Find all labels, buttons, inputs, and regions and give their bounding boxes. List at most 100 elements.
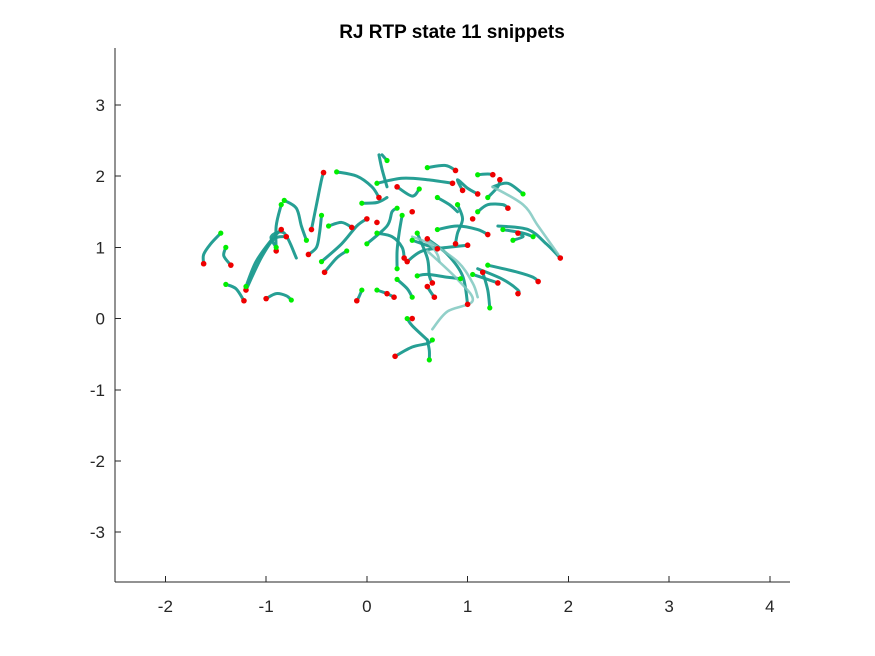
start-point-marker: [414, 273, 420, 279]
start-point-marker: [281, 197, 287, 203]
start-point-marker: [434, 226, 440, 233]
y-tick-label: 0: [96, 310, 105, 329]
y-axis-ticks: 3 2 1 0 -1 -2 -3: [90, 96, 121, 542]
start-point-marker: [409, 294, 415, 300]
end-point-marker: [348, 224, 355, 231]
y-tick-label: -1: [90, 381, 105, 400]
end-point-marker: [394, 184, 400, 190]
start-point-marker: [500, 226, 506, 233]
series-line: [320, 217, 369, 264]
end-point-marker: [200, 260, 207, 267]
series-line: [425, 163, 458, 172]
end-point-marker: [376, 194, 382, 201]
end-point-marker: [464, 242, 471, 249]
end-point-marker: [464, 301, 471, 308]
series-line: [425, 338, 431, 362]
x-tick-label: 2: [564, 597, 573, 616]
series-line: [415, 231, 434, 285]
end-point-marker: [374, 219, 380, 226]
series-line: [410, 235, 441, 263]
start-point-marker: [374, 180, 380, 186]
axes: -2 -1 0 1 2 3 4 3 2 1 0 -1 -2 -3: [90, 48, 790, 616]
end-point-marker: [320, 169, 327, 176]
series-line: [496, 224, 562, 260]
series-line: [282, 198, 308, 242]
end-point-marker: [384, 290, 390, 297]
start-point-marker: [454, 202, 461, 208]
start-point-marker: [475, 209, 481, 215]
start-point-marker: [409, 237, 415, 243]
series-line: [476, 202, 510, 214]
plot-area: [200, 153, 564, 363]
start-point-marker: [404, 315, 410, 322]
end-point-marker: [452, 167, 459, 174]
start-point-marker: [434, 194, 440, 201]
series-line: [395, 185, 421, 198]
series-line: [360, 196, 389, 205]
series-layer: [201, 153, 562, 362]
series-line: [491, 185, 560, 256]
start-point-marker: [530, 234, 536, 240]
series-line: [222, 245, 233, 267]
series-line: [224, 282, 246, 303]
series-line: [481, 270, 492, 310]
start-point-marker: [318, 212, 325, 218]
series-line: [491, 181, 525, 196]
start-point-marker: [416, 186, 422, 192]
start-point-marker: [394, 266, 400, 272]
start-point-marker: [218, 230, 224, 236]
end-point-marker: [424, 283, 431, 290]
end-point-marker: [424, 236, 431, 242]
end-point-marker: [469, 216, 476, 222]
end-point-marker: [434, 245, 441, 252]
start-point-marker: [510, 237, 516, 243]
end-point-marker: [278, 226, 285, 233]
end-point-marker: [409, 208, 416, 215]
y-tick-label: -3: [90, 523, 105, 542]
series-line: [377, 153, 389, 189]
chart-title: RJ RTP state 11 snippets: [339, 22, 565, 43]
start-point-marker: [344, 248, 350, 254]
end-point-marker: [321, 269, 328, 276]
start-point-marker: [364, 241, 370, 247]
start-point-marker: [470, 271, 476, 278]
end-point-marker: [392, 353, 398, 360]
start-point-marker: [457, 276, 464, 282]
end-point-marker: [364, 216, 370, 222]
start-point-marker: [374, 230, 380, 236]
end-point-marker: [404, 258, 410, 265]
series-line: [244, 235, 288, 292]
end-point-marker: [557, 255, 564, 261]
start-point-marker: [399, 212, 405, 218]
series-line: [486, 263, 540, 284]
end-point-marker: [308, 226, 315, 233]
start-point-marker: [424, 165, 430, 171]
start-point-marker: [394, 205, 400, 211]
x-tick-label: 4: [765, 597, 774, 616]
start-point-marker: [223, 244, 229, 250]
end-point-marker: [228, 262, 234, 268]
end-point-marker: [449, 180, 456, 187]
series-line: [335, 170, 381, 200]
start-point-marker: [475, 172, 481, 178]
end-point-marker: [505, 205, 511, 211]
series-line: [405, 317, 429, 342]
series-line: [395, 213, 404, 271]
series-line: [327, 220, 354, 229]
end-point-marker: [474, 191, 481, 197]
x-tick-label: -2: [158, 597, 173, 616]
y-tick-label: -2: [90, 452, 105, 471]
end-point-marker: [429, 280, 436, 286]
end-point-marker: [535, 278, 541, 285]
series-line: [435, 224, 490, 237]
end-marker-layer: [200, 167, 564, 360]
start-point-marker: [243, 283, 249, 290]
end-point-marker: [263, 295, 269, 302]
start-point-marker: [487, 305, 493, 311]
start-point-marker: [485, 262, 491, 268]
series-line: [426, 238, 479, 299]
end-point-marker: [409, 315, 416, 322]
x-axis-ticks: -2 -1 0 1 2 3 4: [158, 576, 775, 616]
start-point-marker: [325, 223, 332, 229]
